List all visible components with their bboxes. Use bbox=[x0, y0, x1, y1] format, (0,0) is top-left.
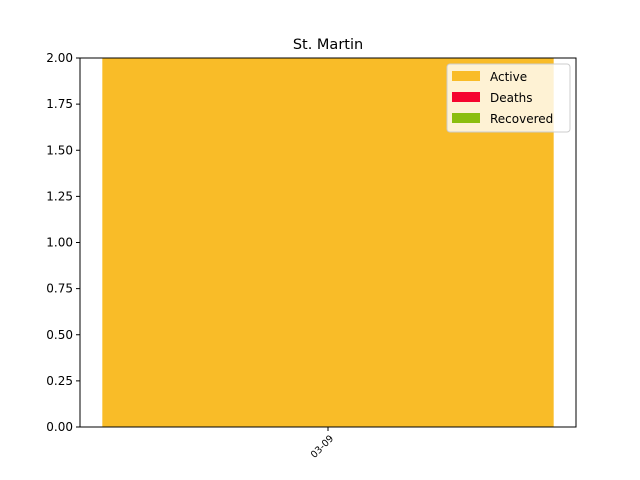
y-tick-label: 0.00 bbox=[46, 420, 73, 434]
legend-label-recovered: Recovered bbox=[490, 112, 553, 126]
y-tick-label: 2.00 bbox=[46, 51, 73, 65]
legend-swatch-active bbox=[452, 71, 480, 81]
y-tick-label: 1.75 bbox=[46, 97, 73, 111]
y-axis: 0.00 0.25 0.50 0.75 1.00 1.25 1.50 1.75 2.00 bbox=[46, 51, 80, 434]
x-tick-label: 03-09 bbox=[309, 433, 336, 460]
legend: Active Deaths Recovered bbox=[446, 63, 571, 133]
y-tick-label: 1.00 bbox=[46, 236, 73, 250]
y-tick-label: 0.50 bbox=[46, 328, 73, 342]
legend-swatch-recovered bbox=[452, 113, 480, 123]
y-tick-label: 1.25 bbox=[46, 189, 73, 203]
legend-label-deaths: Deaths bbox=[490, 91, 533, 105]
x-axis: 03-09 bbox=[309, 427, 336, 461]
y-tick-label: 0.25 bbox=[46, 374, 73, 388]
y-tick-label: 0.75 bbox=[46, 282, 73, 296]
legend-swatch-deaths bbox=[452, 92, 480, 102]
y-tick-label: 1.50 bbox=[46, 143, 73, 157]
chart-title: St. Martin bbox=[293, 37, 363, 53]
legend-label-active: Active bbox=[490, 70, 527, 84]
